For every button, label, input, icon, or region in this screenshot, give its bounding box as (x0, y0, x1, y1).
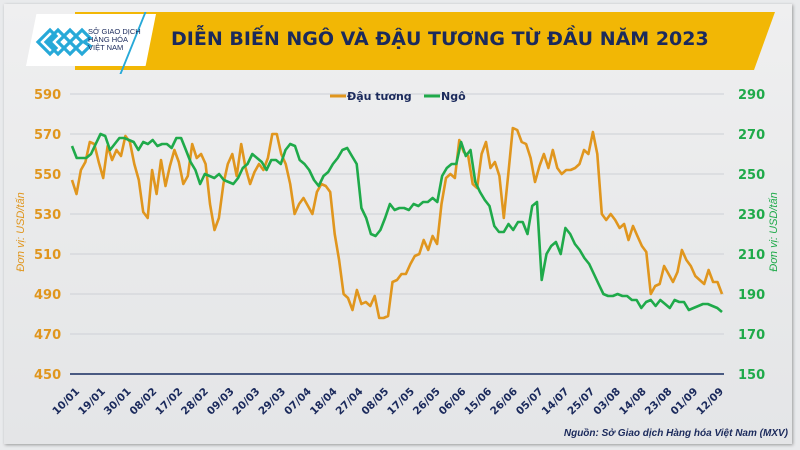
x-tick-label: 30/01 (102, 386, 134, 418)
y-tick-right: 290 (738, 88, 765, 103)
logo-line-1: SỞ GIAO DỊCH (88, 27, 141, 36)
logo-line-3: VIỆT NAM (88, 43, 124, 52)
x-tick-label: 17/02 (153, 386, 185, 418)
y-tick-right: 210 (738, 248, 765, 263)
x-tick-label: 08/05 (359, 386, 391, 418)
x-tick-label: 03/08 (591, 386, 623, 418)
x-tick-label: 14/07 (540, 386, 572, 418)
chart-card (4, 4, 792, 444)
x-tick-label: 06/06 (437, 386, 469, 418)
y-tick-left: 570 (34, 128, 61, 143)
y-tick-right: 170 (738, 328, 765, 343)
y-tick-left: 450 (34, 368, 61, 383)
y-tick-left: 470 (34, 328, 61, 343)
x-tick-label: 17/05 (385, 386, 417, 418)
x-tick-label: 14/08 (617, 386, 649, 418)
legend-soy-label: Đậu tương (347, 90, 412, 103)
x-tick-label: 15/06 (462, 386, 494, 418)
x-tick-label: 20/03 (231, 386, 263, 418)
x-tick-label: 09/03 (205, 386, 237, 418)
x-tick-label: 08/02 (128, 386, 160, 418)
y-tick-left: 530 (34, 208, 61, 223)
y-axis-title-left: Đơn vị: USD/tấn (15, 192, 27, 271)
x-tick-label: 26/06 (488, 386, 520, 418)
title-banner (75, 12, 775, 70)
y-tick-right: 230 (738, 208, 765, 223)
logo-text: SỞ GIAO DỊCH HÀNG HÓA VIỆT NAM (88, 28, 141, 52)
y-tick-right: 150 (738, 368, 765, 383)
page-title: DIỄN BIẾN NGÔ VÀ ĐẬU TƯƠNG TỪ ĐẦU NĂM 20… (171, 28, 709, 50)
y-tick-right: 250 (738, 168, 765, 183)
x-tick-label: 19/01 (76, 386, 108, 418)
y-tick-left: 490 (34, 288, 61, 303)
soy-line (70, 126, 724, 320)
legend-corn-label: Ngô (441, 90, 466, 103)
corn-line (70, 132, 723, 313)
x-tick-label: 07/04 (282, 386, 314, 418)
x-tick-label: 23/08 (643, 386, 675, 418)
x-tick-label: 28/02 (179, 386, 211, 418)
x-tick-label: 29/03 (256, 386, 288, 418)
y-axis-title-right: Đơn vị: USD/tấn (768, 192, 780, 271)
x-tick-label: 26/05 (411, 386, 443, 418)
y-tick-right: 270 (738, 128, 765, 143)
x-tick-label: 12/09 (694, 386, 726, 418)
x-tick-label: 05/07 (514, 386, 546, 418)
source-note: Nguồn: Sở Giao dịch Hàng hóa Việt Nam (M… (563, 428, 788, 439)
x-tick-label: 01/09 (668, 386, 700, 418)
y-tick-left: 510 (34, 248, 61, 263)
x-tick-label: 25/07 (565, 386, 597, 418)
logo-line-2: HÀNG HÓA (88, 35, 129, 44)
y-tick-right: 190 (738, 288, 765, 303)
x-tick-label: 10/01 (50, 386, 82, 418)
y-tick-left: 590 (34, 88, 61, 103)
x-tick-label: 18/04 (308, 386, 340, 418)
y-tick-left: 550 (34, 168, 61, 183)
x-tick-label: 27/04 (334, 386, 366, 418)
logo-icon (35, 27, 93, 57)
